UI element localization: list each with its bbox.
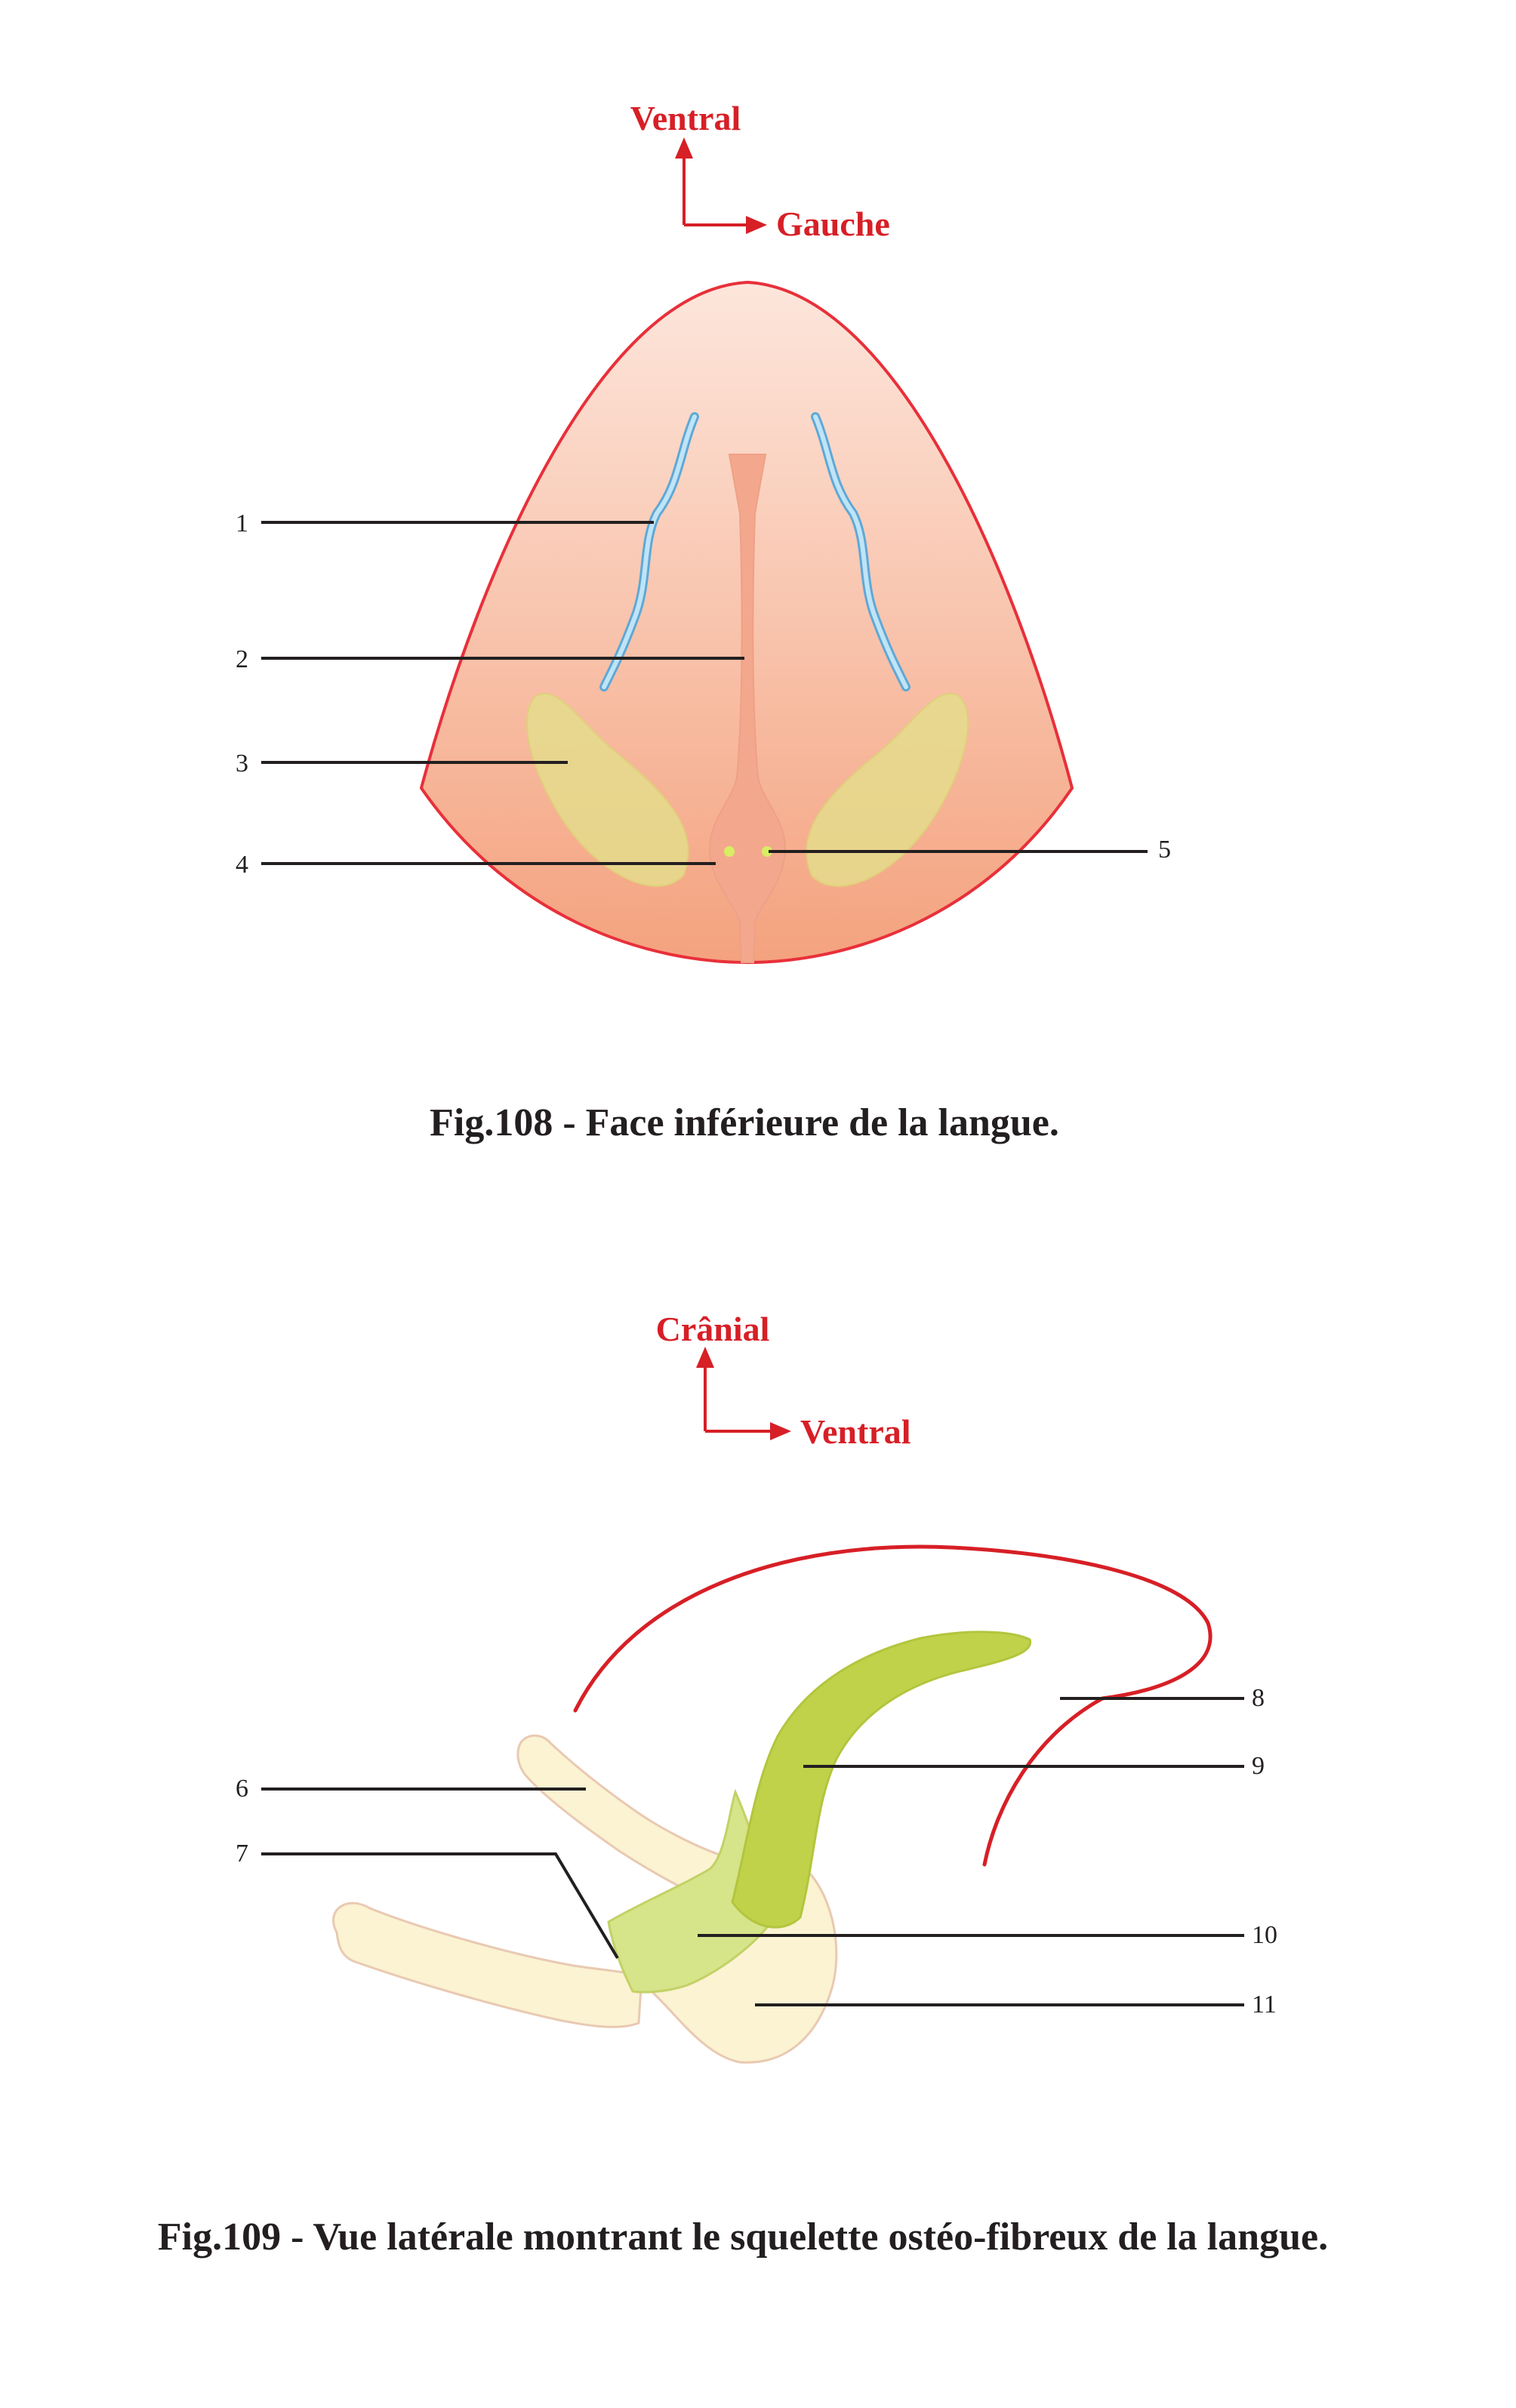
orientation-indicator-109: Crânial Ventral xyxy=(656,1310,911,1451)
lingual-process-cartilage xyxy=(731,1630,1032,1929)
label-6: 6 xyxy=(236,1775,248,1803)
sublingual-duct-opening-left xyxy=(724,846,735,857)
vein-left xyxy=(599,412,699,691)
label-11: 11 xyxy=(1252,1991,1277,2018)
sublingual-duct-opening-right xyxy=(762,846,772,857)
vein-right xyxy=(811,412,911,691)
label-3: 3 xyxy=(236,750,248,778)
orientation-cranial-label: Crânial xyxy=(656,1310,770,1348)
orientation-gauche-label: Gauche xyxy=(776,205,890,243)
label-7: 7 xyxy=(236,1840,248,1868)
labels-109: 6 7 8 9 10 11 xyxy=(236,1684,1277,2018)
label-2: 2 xyxy=(236,645,248,673)
leader-7 xyxy=(261,1852,619,1960)
tongue-underside xyxy=(419,280,1074,965)
cranial-arrow-head xyxy=(696,1347,714,1368)
label-1: 1 xyxy=(236,510,248,537)
figure-108-caption: Fig.108 - Face inférieure de la langue. xyxy=(430,1101,1059,1144)
tongue-dorsum-outline xyxy=(573,1544,1212,1867)
caruncle-left xyxy=(525,692,689,887)
figure-109: Crânial Ventral 6 7 8 9 10 11 xyxy=(158,1310,1328,2259)
leaders-108 xyxy=(261,521,1148,865)
gauche-arrow-head xyxy=(746,216,767,234)
ventral-arrow-head xyxy=(675,137,693,159)
figure-109-caption: Fig.109 - Vue latérale montrant le squel… xyxy=(158,2216,1328,2259)
label-4: 4 xyxy=(236,851,248,879)
orientation-indicator-108: Ventral Gauche xyxy=(630,99,890,243)
labels-108: 1 2 3 4 5 xyxy=(236,510,1171,879)
label-9: 9 xyxy=(1252,1752,1265,1780)
label-8: 8 xyxy=(1252,1684,1265,1712)
orientation-ventral-label-109: Ventral xyxy=(800,1412,911,1451)
osteofibrous-skeleton xyxy=(332,1544,1212,2064)
frenulum xyxy=(708,454,787,963)
label-10: 10 xyxy=(1252,1921,1277,1949)
leaders-109 xyxy=(261,1697,1244,2006)
caruncle-right xyxy=(806,692,969,887)
orientation-ventral-label: Ventral xyxy=(630,99,741,137)
figure-108: Ventral Gauche xyxy=(236,99,1171,1144)
label-5: 5 xyxy=(1158,836,1171,864)
ventral-arrow-109-head xyxy=(770,1422,791,1440)
